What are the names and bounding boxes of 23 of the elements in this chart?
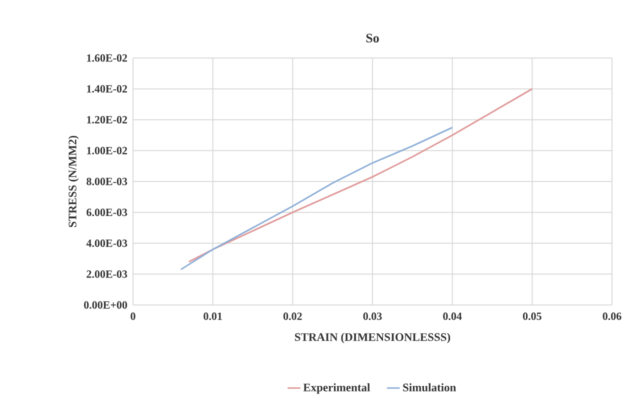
y-tick-label: 2.00E-03	[86, 270, 128, 278]
y-tick-label: 1.00E-02	[87, 146, 127, 154]
y-tick-label: 0.00E+00	[84, 301, 128, 309]
legend-label: Experimental	[303, 383, 370, 394]
line-series	[188, 88, 533, 263]
chart-title: So	[366, 34, 379, 42]
y-tick-label: 6.00E-03	[86, 208, 128, 216]
y-tick-label: 8.00E-03	[86, 178, 128, 186]
y-tick-label: 1.20E-02	[87, 116, 127, 124]
y-tick-label: 4.00E-03	[86, 240, 128, 247]
x-tick-label: 0	[130, 312, 136, 320]
x-tick-label: 0.01	[204, 312, 222, 320]
x-axis-title: STRAIN (DIMENSIONLESSS)	[294, 332, 450, 344]
x-tick-label: 0.05	[522, 312, 542, 320]
x-tick-label: 0.02	[283, 312, 302, 320]
y-tick-label: 1.40E-02	[87, 85, 127, 93]
y-axis-title: STRESS (N/MM2)	[68, 136, 79, 228]
x-tick-label: 0.03	[363, 312, 382, 320]
y-tick-label: 1.60E-02	[87, 54, 127, 62]
x-tick-label: 0.06	[602, 312, 622, 320]
x-tick-label: 0.04	[443, 312, 462, 320]
line-series	[180, 126, 454, 270]
legend-label: Simulation	[403, 383, 456, 392]
